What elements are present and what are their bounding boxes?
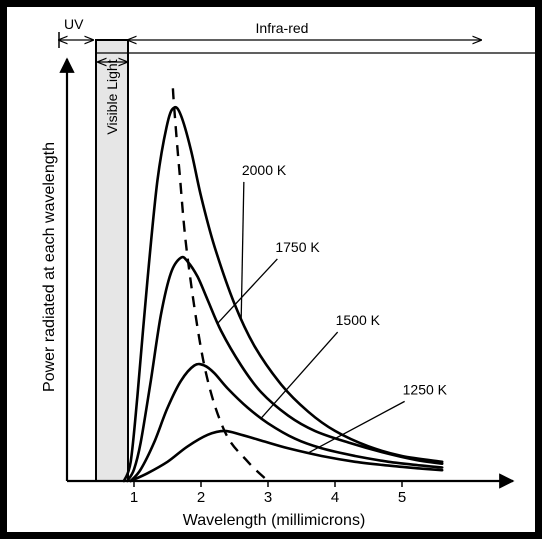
series-label-1500k: 1500 K: [336, 312, 381, 328]
chart-panel: UV Infra-red Visible Light Power radiate…: [7, 7, 535, 532]
series-label-2000k: 2000 K: [242, 162, 287, 178]
y-axis-label: Power radiated at each wavelength: [41, 142, 58, 392]
peak-dashed-line: [171, 88, 269, 482]
x-tick-label-4: 4: [331, 489, 339, 506]
x-tick-label-1: 1: [130, 489, 138, 506]
series-label-1750k: 1750 K: [275, 239, 320, 255]
temperature-curves: [122, 105, 444, 483]
leader-line-1500k: [260, 331, 339, 419]
curve-1250k: [129, 429, 444, 483]
x-axis-ticks: 1 2 3 4 5: [130, 481, 406, 506]
x-tick-label-3: 3: [264, 489, 272, 506]
visible-light-label: Visible Light: [104, 59, 120, 134]
x-tick-label-2: 2: [197, 489, 205, 506]
uv-region-label: UV: [64, 16, 84, 32]
x-tick-label-5: 5: [398, 489, 406, 506]
leader-line-2000k: [240, 181, 245, 319]
curve-2000k: [122, 105, 444, 483]
series-labels: 2000 K 1750 K 1500 K 1250 K: [217, 162, 448, 454]
leader-line-1750k: [217, 258, 278, 324]
visible-light-band: [95, 39, 129, 482]
series-label-1250k: 1250 K: [403, 381, 448, 397]
infrared-region-label: Infra-red: [256, 20, 309, 36]
peak-wavelength-curve: [171, 88, 269, 482]
leader-line-1250k: [307, 400, 405, 454]
blackbody-radiation-chart: UV Infra-red Visible Light Power radiate…: [41, 16, 535, 529]
x-axis-label: Wavelength (millimicrons): [183, 512, 366, 529]
curve-1500k: [129, 362, 444, 483]
curve-1750k: [126, 255, 444, 483]
